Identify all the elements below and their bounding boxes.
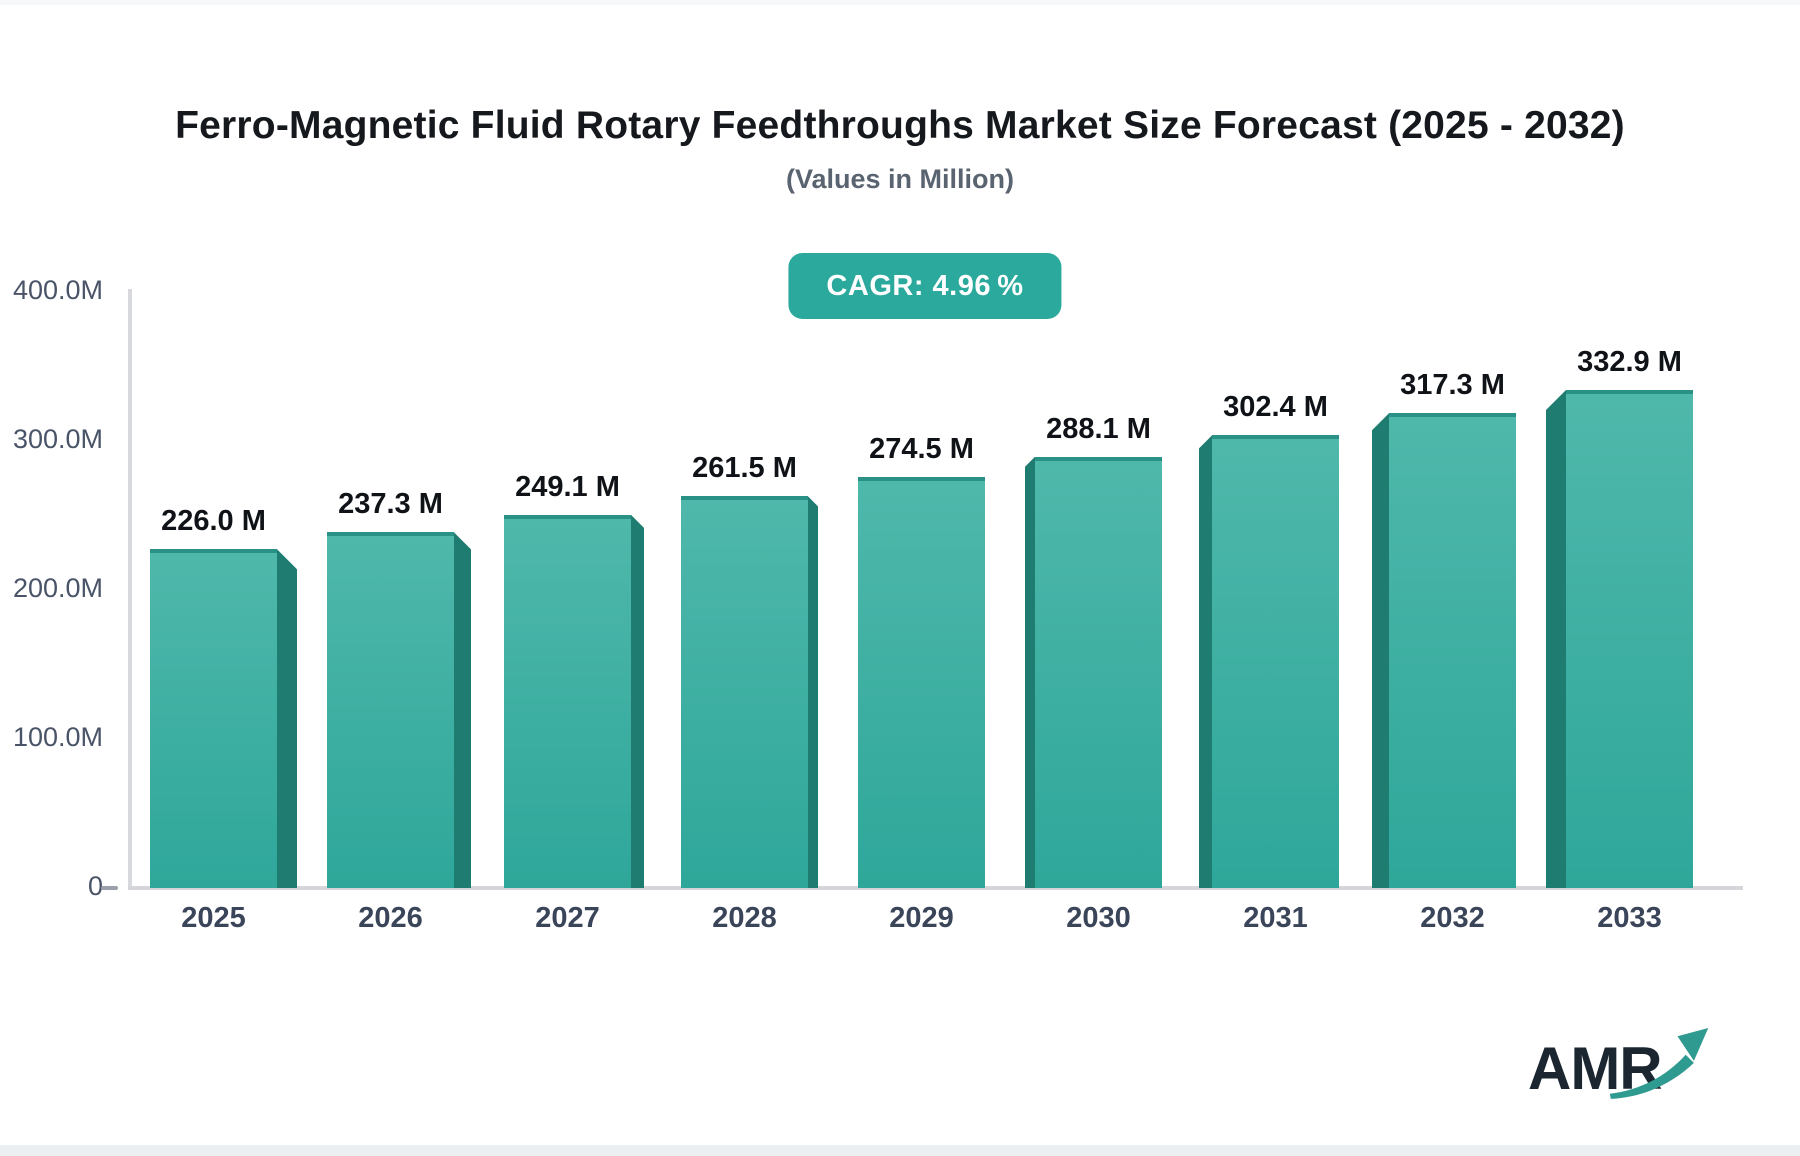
x-axis-label: 2025 (181, 902, 246, 934)
y-axis-label: 400.0M (12, 275, 103, 305)
bar (504, 514, 631, 888)
bar (858, 476, 985, 888)
bar-value-label: 332.9 M (1577, 345, 1682, 378)
bar-value-label: 317.3 M (1400, 369, 1505, 402)
bar-side-face (454, 532, 471, 888)
bar-side-face (1372, 413, 1389, 888)
amr-logo: AMR (1528, 1026, 1718, 1116)
bar-value-label: 226.0 M (161, 505, 266, 538)
bar-top-cap (1035, 456, 1162, 461)
bar-value-label: 302.4 M (1223, 391, 1328, 424)
chart-subtitle: (Values in Million) (785, 164, 1015, 194)
bar-top-cap (681, 496, 808, 501)
bar-top-cap (1566, 389, 1693, 394)
bar-top-cap (1212, 435, 1339, 440)
x-axis-label: 2030 (1066, 902, 1131, 934)
y-axis-label: 100.0M (12, 722, 103, 752)
bar-side-face (1199, 435, 1212, 888)
bar-top-cap (150, 549, 277, 554)
bar (327, 532, 454, 888)
x-axis-label: 2033 (1597, 902, 1662, 934)
page-edge-top (0, 0, 1800, 5)
cagr-badge-label: CAGR: 4.96 % (826, 270, 1024, 302)
bar-top-cap (858, 476, 985, 481)
y-axis-label: 300.0M (12, 424, 103, 454)
x-axis-label: 2026 (358, 902, 423, 934)
y-axis-label: 0 (87, 871, 103, 901)
y-axis-line (128, 289, 132, 890)
x-axis-label: 2028 (712, 902, 777, 934)
bar-value-label: 249.1 M (515, 470, 620, 503)
bar-top-cap (1389, 413, 1516, 418)
bar-side-face (808, 496, 818, 888)
x-axis-label: 2029 (889, 902, 954, 934)
bar (150, 549, 277, 888)
bar-value-label: 274.5 M (869, 432, 974, 465)
bar (1035, 456, 1162, 888)
chart-title: Ferro-Magnetic Fluid Rotary Feedthroughs… (175, 104, 1625, 147)
bar-side-face (631, 514, 644, 888)
bar-value-label: 237.3 M (338, 488, 443, 521)
y-axis-label: 200.0M (12, 573, 103, 603)
bar-value-label: 261.5 M (692, 452, 797, 485)
zero-tick-mark (101, 886, 118, 890)
bar (1566, 389, 1693, 888)
bar (681, 496, 808, 888)
bar-side-face (1546, 389, 1566, 888)
bar-top-cap (327, 532, 454, 537)
bar-top-cap (504, 514, 631, 519)
bar-side-face (1025, 456, 1035, 888)
bar (1389, 413, 1516, 888)
bar-value-label: 288.1 M (1046, 412, 1151, 445)
x-axis-label: 2027 (535, 902, 600, 934)
cagr-badge: CAGR: 4.96 % (788, 253, 1062, 319)
bar (1212, 435, 1339, 888)
growth-arrow-icon (1609, 1028, 1709, 1099)
x-axis-baseline (128, 886, 1743, 890)
x-axis-label: 2032 (1420, 902, 1485, 934)
page-edge-bottom (0, 1145, 1800, 1156)
bar-side-face (277, 549, 297, 888)
x-axis-label: 2031 (1243, 902, 1308, 934)
